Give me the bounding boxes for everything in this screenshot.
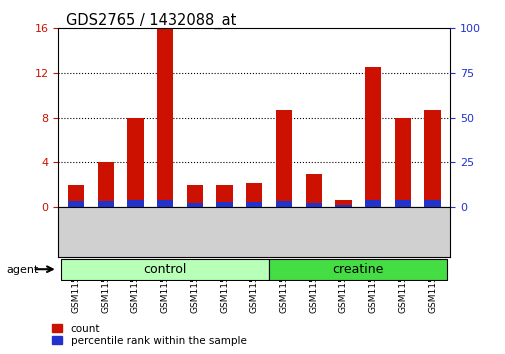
Bar	[364, 200, 380, 207]
Bar	[275, 110, 291, 207]
Bar	[157, 28, 173, 207]
Bar	[245, 183, 262, 207]
Text: GDS2765 / 1432088_at: GDS2765 / 1432088_at	[66, 12, 236, 29]
Bar	[97, 162, 114, 207]
Bar	[186, 185, 203, 207]
Bar	[127, 200, 143, 207]
Bar	[186, 202, 203, 207]
Bar	[364, 67, 380, 207]
Text: creatine: creatine	[332, 263, 383, 276]
Bar	[305, 173, 321, 207]
FancyBboxPatch shape	[269, 258, 446, 280]
Bar	[157, 200, 173, 207]
Bar	[305, 203, 321, 207]
Text: control: control	[143, 263, 186, 276]
Bar	[216, 202, 232, 207]
Bar	[424, 110, 440, 207]
Bar	[334, 200, 351, 207]
Bar	[245, 201, 262, 207]
Bar	[424, 200, 440, 207]
Legend: count, percentile rank within the sample: count, percentile rank within the sample	[50, 323, 247, 347]
Bar	[216, 185, 232, 207]
Bar	[97, 201, 114, 207]
FancyBboxPatch shape	[61, 258, 269, 280]
Bar	[394, 200, 410, 207]
Text: agent: agent	[6, 265, 38, 275]
Bar	[334, 205, 351, 207]
Bar	[68, 201, 84, 207]
Bar	[68, 185, 84, 207]
Bar	[394, 118, 410, 207]
Bar	[275, 201, 291, 207]
Bar	[127, 118, 143, 207]
